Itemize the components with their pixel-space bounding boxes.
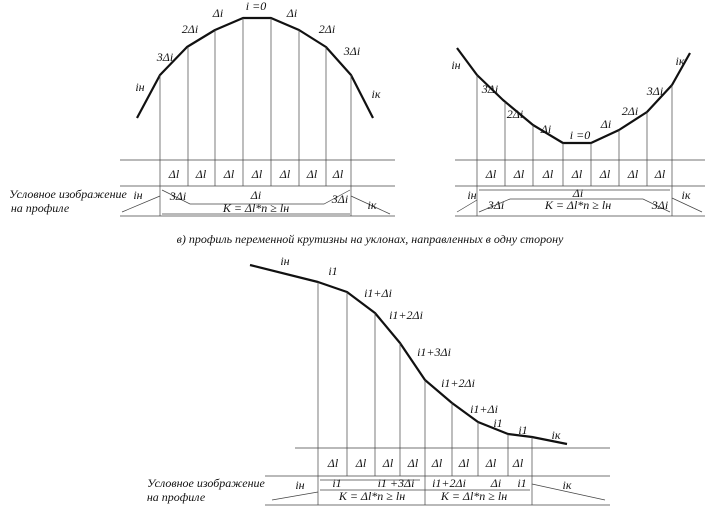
strip-label: iн bbox=[467, 188, 476, 202]
verticals bbox=[455, 75, 705, 217]
caption-line: на профиле bbox=[147, 490, 206, 504]
strip-label: K = Δl*n ≥ lн bbox=[544, 198, 611, 212]
slope-label: 2Δi bbox=[507, 107, 523, 121]
slope-label: iк bbox=[552, 428, 561, 442]
slope-label: iн bbox=[135, 80, 144, 94]
slope-label: iк bbox=[372, 87, 381, 101]
caption-line: Условное изображение bbox=[147, 476, 265, 490]
cell-label: Δl bbox=[431, 456, 443, 470]
cell-label: Δl bbox=[513, 167, 525, 181]
cell-label: Δl bbox=[355, 456, 367, 470]
strip-label: Δi bbox=[250, 188, 261, 202]
slope-label: i1+Δi bbox=[470, 402, 498, 416]
profile-curve bbox=[136, 16, 374, 119]
strip-label: 3Δi bbox=[487, 198, 504, 212]
cell-label: Δl bbox=[279, 167, 291, 181]
strip-label: iн bbox=[133, 188, 142, 202]
convex-profile bbox=[120, 16, 395, 217]
strip-label: i1 bbox=[517, 476, 526, 490]
cell-label: Δl bbox=[195, 167, 207, 181]
cell-label: Δl bbox=[327, 456, 339, 470]
cell-label: Δl bbox=[168, 167, 180, 181]
strip-label: iк bbox=[563, 478, 572, 492]
cell-label: Δl bbox=[599, 167, 611, 181]
slope-label: iн bbox=[451, 58, 460, 72]
slope-label: i1 bbox=[518, 423, 527, 437]
slope-label: 3Δi bbox=[481, 82, 498, 96]
slope-label: iк bbox=[676, 54, 685, 68]
concave-profile bbox=[455, 47, 705, 217]
cell-label: Δl bbox=[485, 167, 497, 181]
strip-label: K = Δl*n ≥ lн bbox=[440, 489, 507, 503]
strip-label: K = Δl*n ≥ lн bbox=[222, 201, 289, 215]
slope-label: Δi bbox=[600, 117, 611, 131]
cell-label: Δl bbox=[512, 456, 524, 470]
slope-label: 3Δi bbox=[646, 84, 663, 98]
cell-label: Δl bbox=[332, 167, 344, 181]
strip-label: i1 +3Δi bbox=[378, 476, 415, 490]
strip-label: iн bbox=[295, 478, 304, 492]
profile-curve bbox=[456, 47, 691, 145]
verticals bbox=[265, 282, 610, 506]
strip-label: i1 bbox=[332, 476, 341, 490]
section-caption: в) профиль переменной крутизны на уклона… bbox=[177, 232, 564, 246]
strip-label: iк bbox=[368, 198, 377, 212]
slope-label: 2Δi bbox=[622, 104, 638, 118]
slope-label: Δi bbox=[286, 6, 297, 20]
slope-label: i1 bbox=[328, 264, 337, 278]
cell-label: Δl bbox=[382, 456, 394, 470]
strip-label: 3Δi bbox=[651, 198, 668, 212]
cell-label: Δl bbox=[627, 167, 639, 181]
cell-label: Δl bbox=[654, 167, 666, 181]
cell-label: Δl bbox=[407, 456, 419, 470]
profile-curve bbox=[249, 263, 568, 446]
strip-label: K = Δl*n ≥ lн bbox=[338, 489, 405, 503]
cell-label: Δl bbox=[223, 167, 235, 181]
cell-label: Δl bbox=[542, 167, 554, 181]
caption-line: на профиле bbox=[11, 201, 70, 215]
slope-label: 3Δi bbox=[343, 44, 360, 58]
cell-label: Δl bbox=[306, 167, 318, 181]
slope-label: i1+3Δi bbox=[417, 345, 451, 359]
caption-line: Условное изображение bbox=[9, 187, 127, 201]
slope-label: 2Δi bbox=[319, 22, 335, 36]
slope-label: i1 bbox=[493, 416, 502, 430]
slope-label: 3Δi bbox=[156, 50, 173, 64]
slope-label: 2Δi bbox=[182, 22, 198, 36]
strip-label: Δi bbox=[490, 476, 501, 490]
cell-label: Δl bbox=[485, 456, 497, 470]
cell-label: Δl bbox=[571, 167, 583, 181]
strip-label: 3Δi bbox=[169, 189, 186, 203]
one-direction-profile bbox=[249, 263, 610, 506]
cell-label: Δl bbox=[251, 167, 263, 181]
strip-label: Δi bbox=[572, 186, 583, 200]
slope-label: iн bbox=[280, 254, 289, 268]
slope-label: i1+2Δi bbox=[441, 376, 475, 390]
strip-label: i1+2Δi bbox=[432, 476, 466, 490]
slope-label: i1+Δi bbox=[364, 286, 392, 300]
slope-label: i =0 bbox=[570, 128, 590, 142]
slope-label: i =0 bbox=[246, 0, 266, 13]
cell-label: Δl bbox=[458, 456, 470, 470]
strip-label: 3Δi bbox=[331, 192, 348, 206]
strip-label: iк bbox=[682, 188, 691, 202]
slope-label: Δi bbox=[212, 6, 223, 20]
slope-label: Δi bbox=[540, 122, 551, 136]
slope-label: i1+2Δi bbox=[389, 308, 423, 322]
verticals bbox=[120, 18, 395, 217]
